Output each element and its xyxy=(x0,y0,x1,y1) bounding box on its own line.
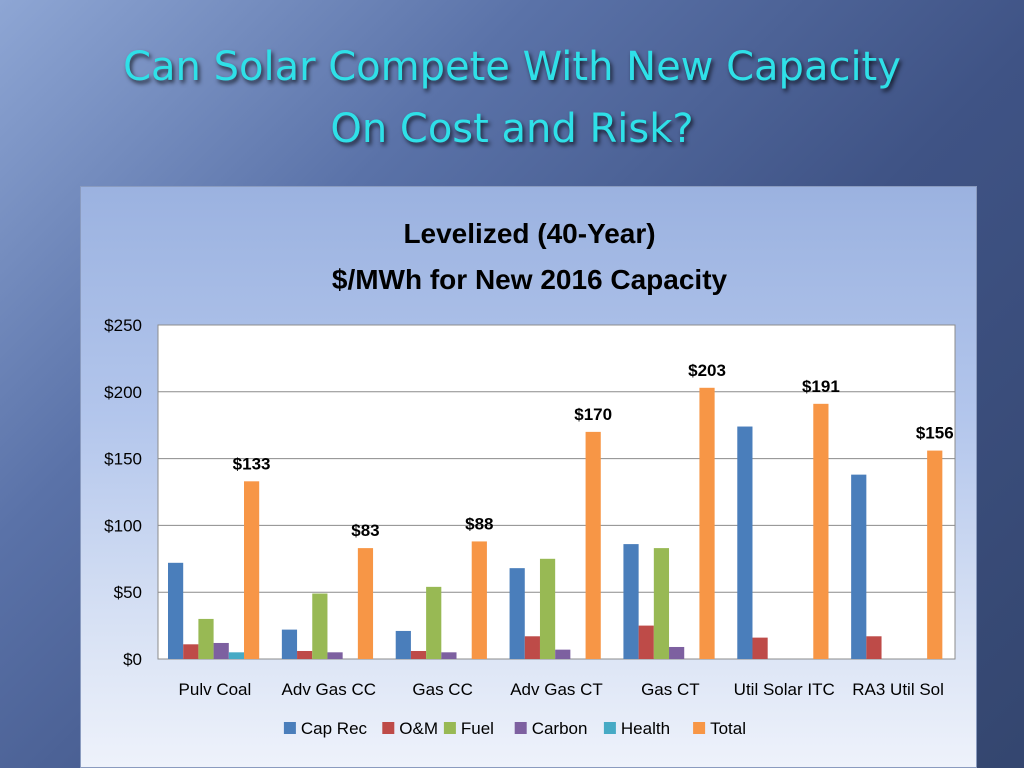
plot-area xyxy=(157,324,956,660)
total-data-label: $83 xyxy=(351,521,379,540)
bar-o-m xyxy=(410,650,427,659)
slide-title: Can Solar Compete With New Capacity On C… xyxy=(0,36,1024,160)
total-data-label: $156 xyxy=(916,424,954,443)
legend-swatch-carbon xyxy=(514,722,527,734)
bar-cap-rec xyxy=(168,562,184,659)
legend-label: Health xyxy=(621,719,670,738)
x-category-label: Util Solar ITC xyxy=(734,680,835,699)
y-tick-label: $50 xyxy=(114,583,142,602)
chart-title-line-2: $/MWh for New 2016 Capacity xyxy=(331,264,728,295)
legend-swatch-health xyxy=(603,722,616,734)
x-category-label: Gas CC xyxy=(412,680,472,699)
y-tick-label: $250 xyxy=(104,316,142,335)
x-category-label: Gas CT xyxy=(641,680,700,699)
bar-fuel xyxy=(539,558,556,659)
bar-fuel xyxy=(312,593,328,659)
total-data-label: $170 xyxy=(574,405,612,424)
legend-swatch-total xyxy=(693,722,706,734)
bar-cap-rec xyxy=(281,629,298,659)
bar-cap-rec xyxy=(395,630,411,659)
bar-health xyxy=(228,652,244,659)
x-category-label: Adv Gas CC xyxy=(282,680,376,699)
x-category-label: Pulv Coal xyxy=(179,680,252,699)
x-category-label: RA3 Util Sol xyxy=(852,680,944,699)
total-data-label: $203 xyxy=(688,361,726,380)
bar-cap-rec xyxy=(737,426,753,659)
bar-total xyxy=(471,541,487,659)
bar-total xyxy=(585,431,601,659)
total-data-label: $191 xyxy=(802,377,840,396)
bar-fuel xyxy=(198,618,214,659)
bar-total xyxy=(813,403,829,659)
bar-total xyxy=(244,481,260,659)
legend-label: Fuel xyxy=(461,719,494,738)
bar-fuel xyxy=(653,548,670,659)
legend-swatch-fuel xyxy=(443,722,456,734)
bar-carbon xyxy=(669,646,685,659)
total-data-label: $88 xyxy=(465,514,493,533)
chart-panel: Levelized (40-Year) $/MWh for New 2016 C… xyxy=(80,186,977,768)
bar-chart: $0 $50 $100 $150 $200 $250 $133 $83 $88 $170 $203 $… xyxy=(104,316,956,738)
bar-cap-rec xyxy=(623,544,639,659)
legend-label: Cap Rec xyxy=(301,719,368,738)
bar-carbon xyxy=(441,652,457,659)
slide-title-line-2: On Cost and Risk? xyxy=(330,106,694,152)
bar-o-m xyxy=(638,625,654,659)
y-tick-label: $0 xyxy=(123,650,142,669)
bar-o-m xyxy=(183,644,199,659)
bar-o-m xyxy=(752,637,768,659)
bar-fuel xyxy=(426,586,442,659)
legend-label: Carbon xyxy=(532,719,588,738)
legend-swatch-cap-rec xyxy=(283,722,296,734)
total-data-label: $133 xyxy=(233,454,271,473)
x-category-label: Adv Gas CT xyxy=(510,680,603,699)
bar-o-m xyxy=(866,636,882,659)
bar-carbon xyxy=(555,649,571,659)
y-tick-label: $150 xyxy=(104,450,142,469)
bar-carbon xyxy=(327,652,343,659)
legend-label: Total xyxy=(710,719,746,738)
bar-total xyxy=(699,387,715,659)
legend-swatch-o-m xyxy=(382,722,395,734)
y-tick-label: $200 xyxy=(104,383,142,402)
y-tick-label: $100 xyxy=(104,516,142,535)
bar-cap-rec xyxy=(851,474,867,659)
chart-title-line-1: Levelized (40-Year) xyxy=(403,218,656,249)
legend-label: O&M xyxy=(399,719,438,738)
bar-cap-rec xyxy=(509,568,525,659)
bar-o-m xyxy=(297,650,313,659)
chart-title: Levelized (40-Year) $/MWh for New 2016 C… xyxy=(81,211,978,303)
bar-o-m xyxy=(524,636,540,659)
bar-carbon xyxy=(213,642,229,659)
bar-total xyxy=(927,450,943,659)
bar-total xyxy=(357,548,374,659)
slide-title-line-1: Can Solar Compete With New Capacity xyxy=(123,44,901,90)
